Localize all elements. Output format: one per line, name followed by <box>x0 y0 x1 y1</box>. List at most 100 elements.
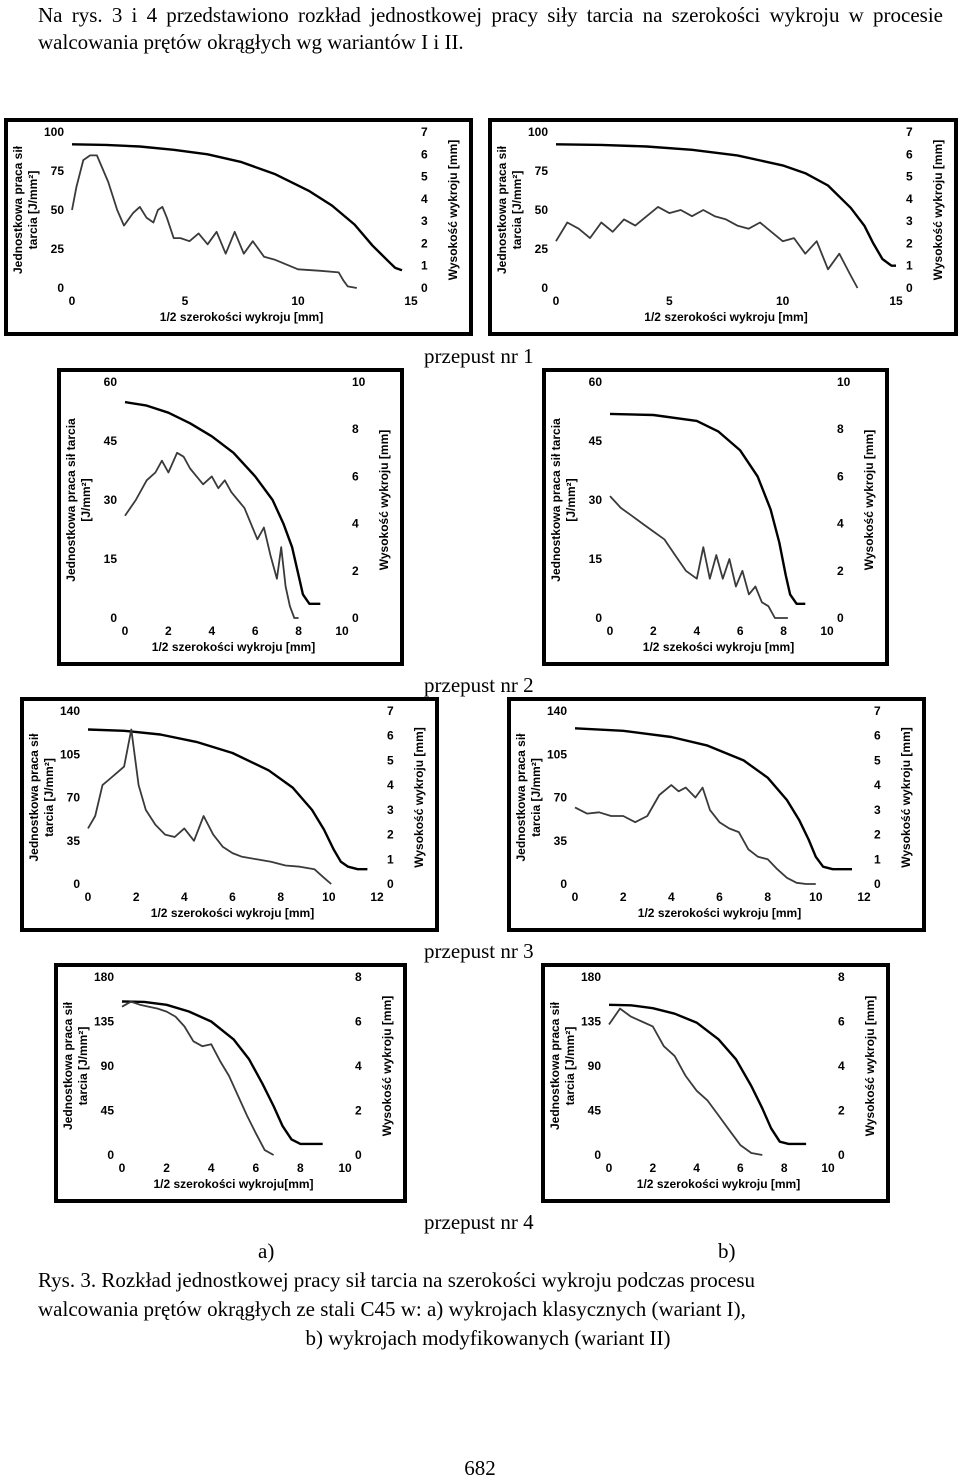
y-right-tick-label: 8 <box>355 970 362 984</box>
y-left-tick-label: 100 <box>528 125 548 139</box>
y-right-tick-label: 7 <box>874 704 881 718</box>
y-right-tick-label: 0 <box>838 1148 845 1162</box>
x-tick-label: 2 <box>163 1161 170 1175</box>
y-right-tick-label: 2 <box>355 1104 362 1118</box>
x-tick-label: 10 <box>335 624 349 638</box>
y-left-axis-label: Jednostkowa praca sił <box>11 145 25 274</box>
x-tick-label: 15 <box>404 294 418 308</box>
sub-label-a: a) <box>258 1239 275 1263</box>
y-right-tick-label: 4 <box>355 1059 362 1073</box>
y-left-axis-label: tarcia [J/mm²] <box>563 1027 577 1106</box>
caption-line-3: b) wykrojach modyfikowanych (wariant II) <box>305 1326 671 1350</box>
caption-line-1: Rys. 3. Rozkład jednostkowej pracy sił t… <box>38 1268 756 1292</box>
chart-panel-pass4-b: 0 2 4 6 8 10 1/2 szerokości wykroju [mm] 0 45 90 1… <box>541 963 890 1203</box>
y-right-tick-label: 0 <box>421 281 428 295</box>
friction-work-line <box>124 451 299 619</box>
y-left-tick-label: 0 <box>541 281 548 295</box>
y-right-tick-label: 6 <box>352 469 359 483</box>
y-right-tick-label: 0 <box>874 877 881 891</box>
x-tick-label: 8 <box>764 890 771 904</box>
x-tick-label: 0 <box>607 624 614 638</box>
chart-panel-pass3-b: 0 2 4 6 8 10 12 1/2 szerokości wykroju [mm] 0 35 7… <box>507 697 926 932</box>
x-tick-label: 6 <box>737 1161 744 1175</box>
x-tick-label: 0 <box>85 890 92 904</box>
height-profile-line <box>121 1000 323 1146</box>
y-left-tick-label: 30 <box>104 493 118 507</box>
y-left-tick-label: 45 <box>104 434 118 448</box>
y-left-tick-label: 35 <box>554 834 568 848</box>
y-left-axis-label: Jednostkowa praca sił <box>548 1001 562 1130</box>
y-right-tick-label: 0 <box>837 611 844 625</box>
y-right-tick-label: 3 <box>906 214 913 228</box>
x-tick-label: 8 <box>780 624 787 638</box>
caption-line-2: walcowania prętów okrągłych ze stali C45… <box>38 1297 746 1321</box>
figure-caption: Rys. 3. Rozkład jednostkowej pracy sił t… <box>38 1266 938 1353</box>
x-tick-label: 0 <box>572 890 579 904</box>
y-left-axis-label: [J/mm²] <box>564 478 578 521</box>
y-left-tick-label: 140 <box>60 704 80 718</box>
chart-panel-pass2-b: 0 2 4 6 8 10 1/2 szekości wykroju [mm] 0 15 30 45 6… <box>542 368 889 666</box>
y-left-tick-label: 70 <box>67 791 81 805</box>
x-tick-label: 10 <box>322 890 336 904</box>
y-right-tick-label: 6 <box>421 147 428 161</box>
height-profile-line <box>555 143 896 267</box>
y-left-axis-label: tarcia [J/mm²] <box>510 171 524 250</box>
y-left-axis-label: Jednostkowa praca sił <box>495 145 509 274</box>
height-profile-line <box>124 400 321 605</box>
y-right-tick-label: 10 <box>837 375 851 389</box>
y-right-tick-label: 1 <box>421 259 428 273</box>
x-tick-label: 6 <box>716 890 723 904</box>
chart-svg: 0 5 10 151/2 szerokości wykroju [mm]0255075… <box>495 125 945 324</box>
y-left-tick-label: 25 <box>535 242 549 256</box>
y-left-tick-label: 75 <box>535 164 549 178</box>
y-right-tick-label: 2 <box>352 564 359 578</box>
y-right-tick-label: 2 <box>838 1104 845 1118</box>
y-right-tick-label: 0 <box>906 281 913 295</box>
x-tick-label: 0 <box>69 294 76 308</box>
x-tick-label: 5 <box>666 294 673 308</box>
chart-svg: 0 2 4 6 8 10 1/2 szerokości wykroju [mm] 0 45 90 1… <box>548 970 877 1191</box>
x-axis-label: 1/2 szerokości wykroju [mm] <box>637 1177 800 1191</box>
y-left-tick-label: 15 <box>589 552 603 566</box>
y-right-tick-label: 3 <box>874 803 881 817</box>
y-right-axis-label: Wysokość wykroju [mm] <box>863 996 877 1136</box>
y-left-tick-label: 0 <box>594 1148 601 1162</box>
x-tick-label: 2 <box>649 1161 656 1175</box>
y-left-axis-label: tarcia [J/mm²] <box>42 758 56 837</box>
pass-label-3: przepust nr 3 <box>424 939 534 963</box>
y-left-tick-label: 25 <box>51 242 65 256</box>
y-left-tick-label: 50 <box>51 203 65 217</box>
y-right-tick-label: 2 <box>906 236 913 250</box>
x-tick-label: 2 <box>165 624 172 638</box>
x-tick-label: 8 <box>297 1161 304 1175</box>
chart-svg: 0 5 10 151/2 szerokości wykroju [mm]0255075… <box>11 125 460 324</box>
y-right-tick-label: 6 <box>874 729 881 743</box>
x-tick-label: 4 <box>693 1161 700 1175</box>
y-left-tick-label: 180 <box>581 970 601 984</box>
x-tick-label: 2 <box>620 890 627 904</box>
y-left-tick-label: 50 <box>535 203 549 217</box>
y-right-axis-label: Wysokość wykroju [mm] <box>380 996 394 1136</box>
y-right-tick-label: 3 <box>421 214 428 228</box>
y-right-tick-label: 5 <box>906 170 913 184</box>
x-axis-label: 1/2 szerokości wykroju [mm] <box>638 906 801 920</box>
y-right-tick-label: 8 <box>838 970 845 984</box>
chart-panel-pass4-a: 0 2 4 6 8 10 1/2 szerokości wykroju[mm] 0 45 90 13… <box>54 963 407 1203</box>
friction-work-line <box>121 1000 275 1156</box>
y-right-axis-label: Wysokość wykroju [mm] <box>899 727 913 867</box>
y-right-tick-label: 4 <box>837 517 844 531</box>
y-right-tick-label: 0 <box>355 1148 362 1162</box>
x-tick-label: 10 <box>338 1161 352 1175</box>
x-tick-label: 6 <box>229 890 236 904</box>
height-profile-line <box>87 728 368 871</box>
x-tick-label: 12 <box>370 890 384 904</box>
x-axis-label: 1/2 szerokości wykroju [mm] <box>151 906 314 920</box>
x-tick-label: 10 <box>776 294 790 308</box>
y-left-tick-label: 100 <box>44 125 64 139</box>
y-right-tick-label: 6 <box>387 729 394 743</box>
x-tick-label: 2 <box>133 890 140 904</box>
x-tick-label: 10 <box>820 624 834 638</box>
y-right-tick-label: 4 <box>906 192 913 206</box>
pass-label-2: przepust nr 2 <box>424 673 534 697</box>
x-axis-label: 1/2 szerokości wykroju [mm] <box>644 310 807 324</box>
